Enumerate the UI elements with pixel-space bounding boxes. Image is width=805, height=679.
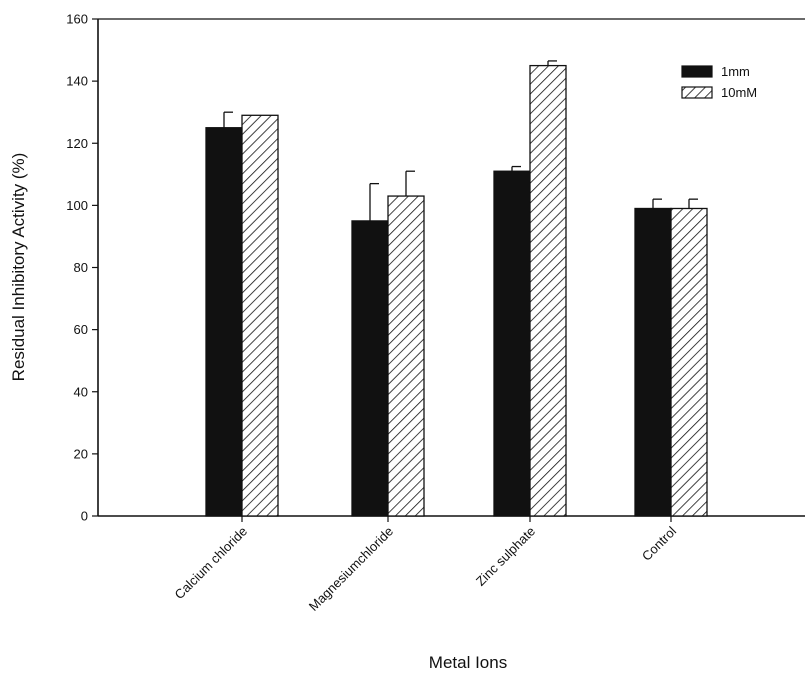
- bar-10mM-0: [241, 114, 279, 517]
- legend-label-1mm: 1mm: [721, 64, 750, 79]
- legend-swatch-1mm: [681, 65, 713, 78]
- x-axis: Calcium chloride Magnesiumchloride Zinc su…: [172, 516, 679, 614]
- bar-1mm-0: [205, 127, 243, 517]
- y-tick-label: 40: [74, 384, 88, 399]
- bar-10mM-3: [670, 207, 708, 517]
- bar-10mM-2: [529, 64, 567, 517]
- x-tick-label: Control: [639, 523, 679, 563]
- legend: 1mm 10mM: [681, 64, 757, 100]
- bars-group: [205, 60, 708, 517]
- x-tick-label: Magnesiumchloride: [306, 524, 396, 614]
- bar-1mm-1: [351, 220, 389, 517]
- y-tick-label: 60: [74, 322, 88, 337]
- y-tick-label: 100: [66, 198, 88, 213]
- y-tick-label: 160: [66, 12, 88, 27]
- x-axis-title: Metal Ions: [429, 653, 507, 672]
- y-tick-label: 140: [66, 74, 88, 89]
- x-tick-label: Calcium chloride: [172, 524, 251, 603]
- legend-swatch-10mM: [681, 86, 713, 99]
- y-tick-label: 80: [74, 260, 88, 275]
- y-axis: 0 20 40 60 80 100 120 140 160: [66, 12, 98, 524]
- bar-1mm-2: [493, 170, 531, 517]
- bar-1mm-3: [634, 207, 672, 517]
- x-tick-label: Zinc sulphate: [473, 524, 538, 589]
- y-tick-label: 20: [74, 446, 88, 461]
- y-axis-title: Residual Inhibitory Activity (%): [9, 153, 28, 382]
- y-tick-label: 0: [81, 509, 88, 524]
- bar-10mM-1: [387, 195, 425, 517]
- y-tick-label: 120: [66, 136, 88, 151]
- legend-label-10mM: 10mM: [721, 85, 757, 100]
